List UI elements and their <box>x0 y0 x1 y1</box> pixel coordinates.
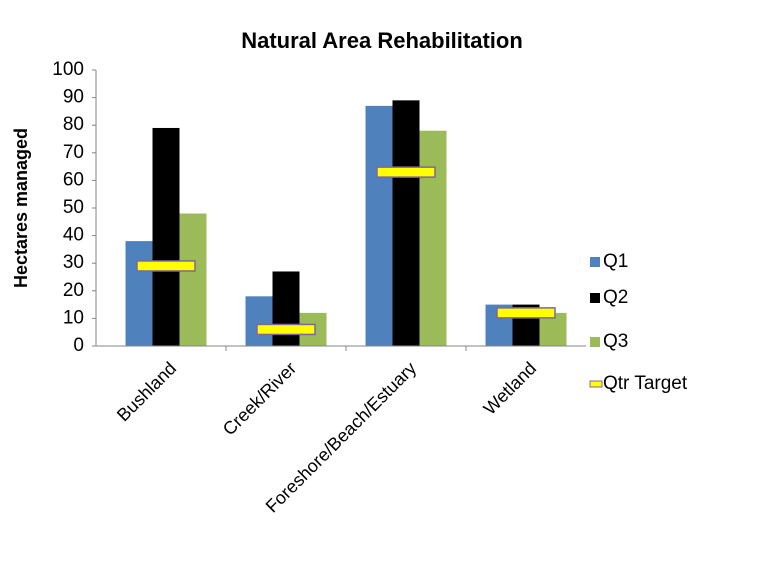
y-tick-label: 70 <box>63 142 84 163</box>
bar <box>245 296 273 346</box>
y-tick-label: 60 <box>63 169 84 190</box>
x-tick-label: Creek/River <box>219 358 300 439</box>
bar <box>392 100 420 346</box>
bar <box>365 105 393 346</box>
bar <box>179 213 207 346</box>
y-tick-label: 10 <box>63 307 84 328</box>
x-tick-label: Wetland <box>480 358 541 419</box>
legend-swatch <box>589 380 603 388</box>
y-axis-label: Hectares managed <box>11 128 31 288</box>
y-tick-label: 80 <box>63 114 84 135</box>
target-marker <box>256 323 316 336</box>
legend-label: Qtr Target <box>603 373 688 394</box>
y-tick-label: 20 <box>63 280 84 301</box>
bar <box>125 241 153 346</box>
y-tick-label: 90 <box>63 87 84 108</box>
x-tick-label: Bushland <box>113 358 180 425</box>
y-tick-label: 100 <box>52 59 84 80</box>
target-marker <box>496 307 556 319</box>
legend-label: Q2 <box>603 287 628 308</box>
target-marker <box>376 166 436 178</box>
chart-title: Natural Area Rehabilitation <box>241 28 523 53</box>
y-tick-label: 0 <box>73 335 84 356</box>
y-tick-label: 40 <box>63 225 84 246</box>
target-marker <box>136 260 196 272</box>
legend-label: Q1 <box>603 251 628 272</box>
legend-swatch <box>590 257 600 267</box>
legend-swatch <box>590 293 600 303</box>
y-tick-label: 50 <box>63 197 84 218</box>
legend-swatch <box>590 337 600 347</box>
legend-label: Q3 <box>603 331 628 352</box>
bar <box>419 130 447 346</box>
y-tick-label: 30 <box>63 252 84 273</box>
bar <box>152 127 180 347</box>
